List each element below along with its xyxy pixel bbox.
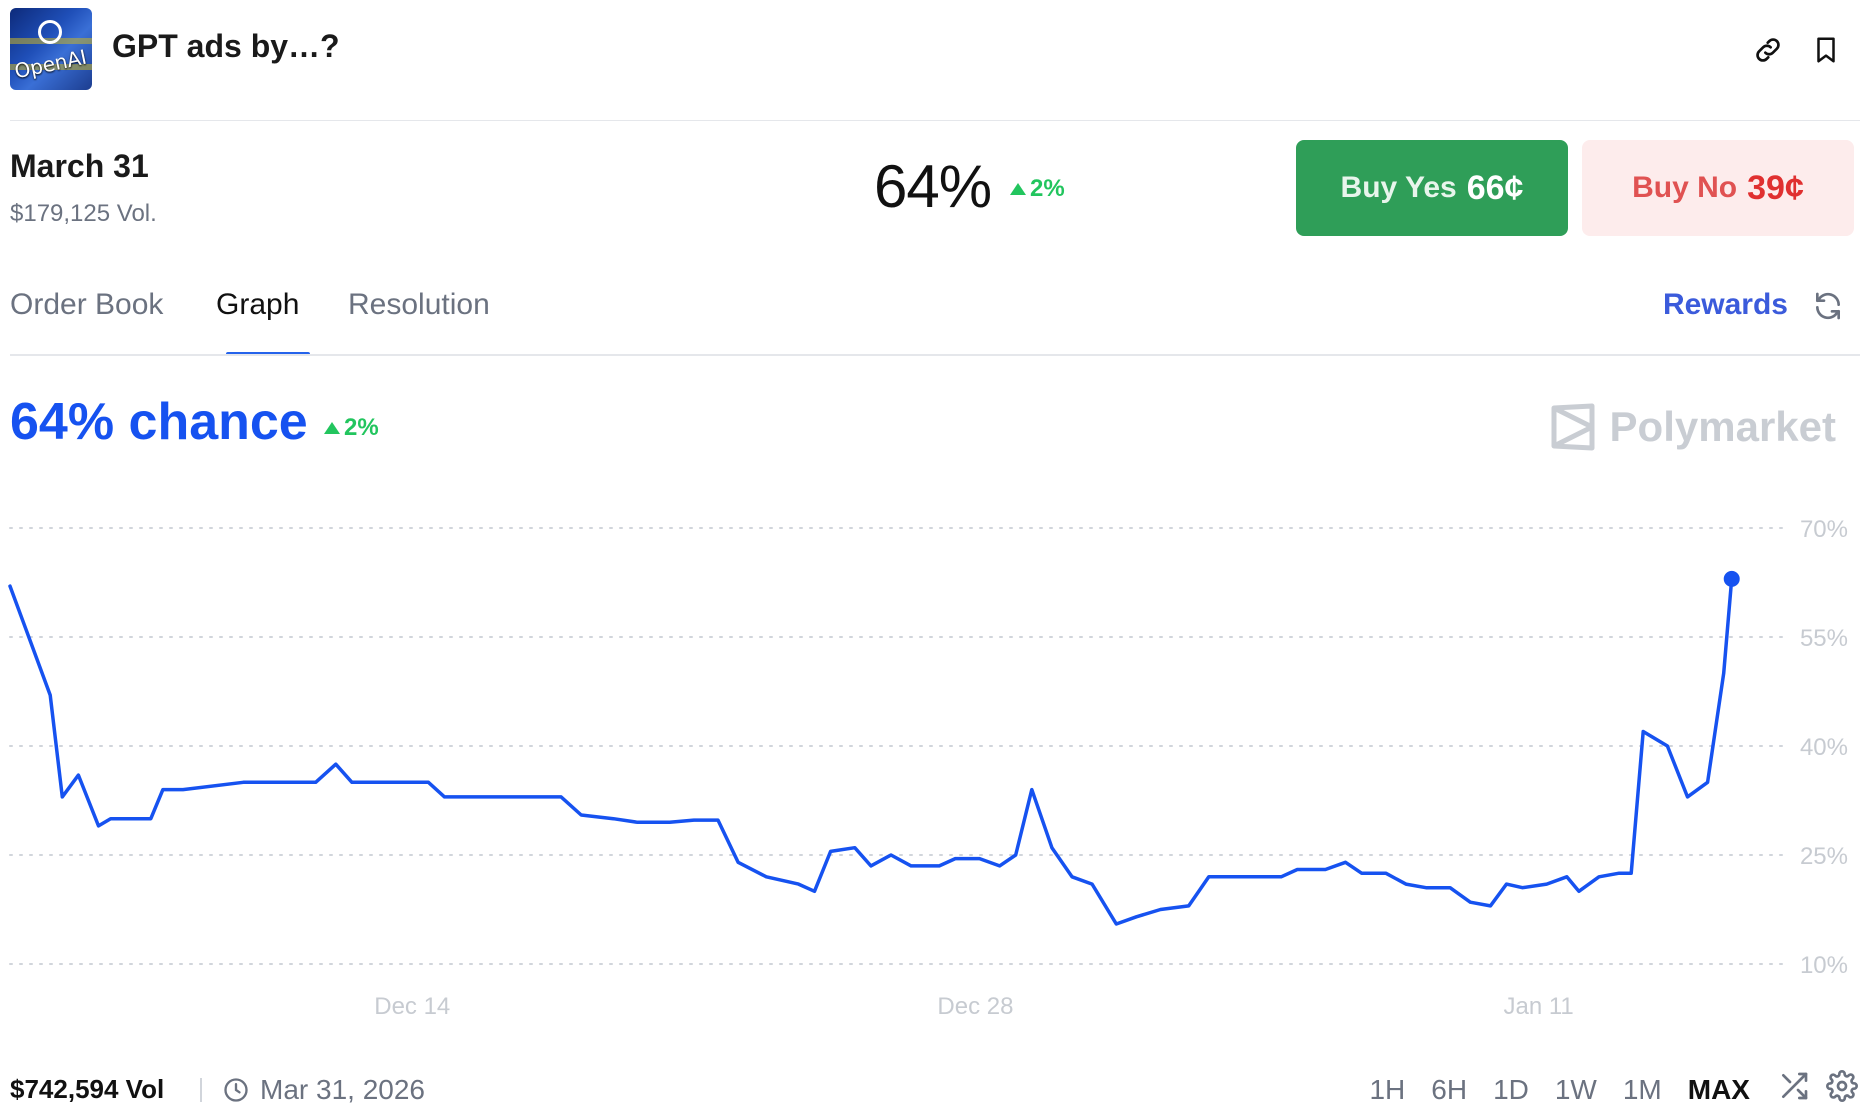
up-triangle-icon <box>324 422 340 434</box>
latest-price-point[interactable] <box>1723 570 1740 587</box>
tabs-divider <box>10 354 1860 356</box>
price-line <box>8 577 1734 926</box>
chance-headline: 64% chance <box>10 393 308 451</box>
end-date-text: Mar 31, 2026 <box>260 1074 425 1105</box>
shuffle-icon[interactable] <box>1778 1070 1812 1104</box>
end-date: Mar 31, 2026 <box>222 1074 425 1106</box>
polymarket-watermark: Polymarket <box>1550 402 1836 452</box>
outcome-probability: 64% <box>874 153 992 220</box>
total-volume: $742,594 Vol <box>10 1074 165 1104</box>
market-title: GPT ads by…? <box>112 28 340 64</box>
market-tabs: Order Book Graph Resolution Rewards <box>10 288 1860 356</box>
y-tick-label: 40% <box>1800 734 1848 761</box>
clock-icon <box>224 1078 248 1102</box>
range-1m[interactable]: 1M <box>1622 1074 1662 1105</box>
rewards-link[interactable]: Rewards <box>1662 288 1788 321</box>
x-tick-label: Dec 14 <box>374 993 450 1020</box>
y-tick-label: 10% <box>1800 952 1848 979</box>
tab-order-book[interactable]: Order Book <box>10 288 164 321</box>
settings-gear-icon[interactable] <box>1826 1070 1860 1104</box>
y-tick-label: 25% <box>1800 843 1848 870</box>
buy-yes-button[interactable]: Buy Yes 66¢ <box>1296 140 1568 236</box>
x-tick-label: Jan 11 <box>1503 993 1573 1020</box>
time-range-selector: 1H 6H 1D 1W 1M MAX <box>1369 1074 1750 1106</box>
tab-resolution[interactable]: Resolution <box>348 288 490 321</box>
tab-graph[interactable]: Graph <box>216 288 300 321</box>
range-max[interactable]: MAX <box>1687 1074 1750 1105</box>
buy-no-label: Buy No <box>1632 171 1738 204</box>
range-1d[interactable]: 1D <box>1493 1074 1529 1105</box>
chart-footer: $742,594 Vol Mar 31, 2026 1H 6H 1D 1W 1M MAX <box>10 1068 1860 1110</box>
brand-name: Polymarket <box>1609 403 1836 450</box>
range-1h[interactable]: 1H <box>1369 1074 1406 1105</box>
outcome-change: 2% <box>1010 175 1065 203</box>
openai-logo-icon <box>38 20 62 44</box>
buy-yes-price: 66¢ <box>1466 168 1524 207</box>
bookmark-icon[interactable] <box>1808 32 1844 68</box>
link-icon[interactable] <box>1750 32 1786 68</box>
chance-change-value: 2% <box>344 414 379 441</box>
refresh-icon[interactable] <box>1812 290 1846 324</box>
y-tick-label: 55% <box>1800 625 1848 652</box>
range-6h[interactable]: 6H <box>1431 1074 1468 1105</box>
thumbnail-text: OpenAI <box>12 44 89 84</box>
outcome-name: March 31 <box>10 148 149 184</box>
polymarket-logo-icon <box>1551 403 1595 451</box>
header-divider <box>10 120 1860 121</box>
chance-change: 2% <box>324 414 379 442</box>
x-tick-label: Dec 28 <box>937 993 1013 1020</box>
outcome-change-value: 2% <box>1030 175 1065 202</box>
range-1w[interactable]: 1W <box>1554 1074 1597 1105</box>
y-tick-label: 70% <box>1800 516 1848 543</box>
up-triangle-icon <box>1010 183 1026 195</box>
buy-no-price: 39¢ <box>1747 168 1804 207</box>
market-header: OpenAI GPT ads by…? <box>10 8 1860 120</box>
market-thumbnail[interactable]: OpenAI <box>10 8 92 90</box>
price-chart[interactable]: 70% 55% 40% 25% 10% Dec 14 Dec 28 Jan 11 <box>0 500 1862 1030</box>
footer-separator <box>200 1078 202 1102</box>
outcome-volume: $179,125 Vol. <box>10 200 157 227</box>
buy-yes-label: Buy Yes <box>1340 171 1457 204</box>
buy-no-button[interactable]: Buy No 39¢ <box>1582 140 1854 236</box>
